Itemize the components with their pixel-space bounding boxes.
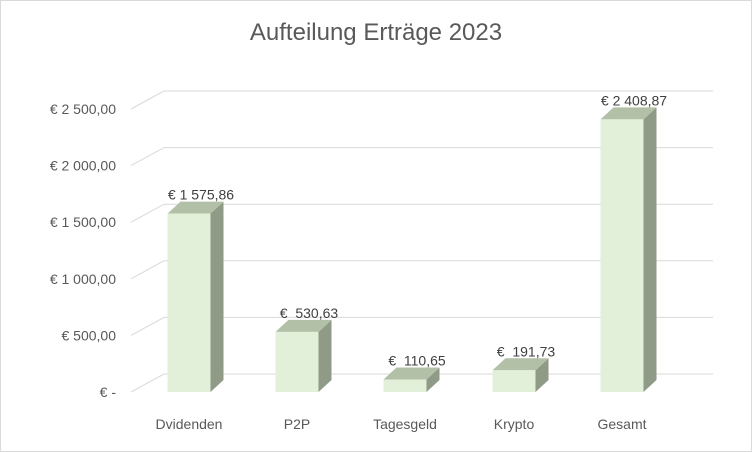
bar-side bbox=[535, 358, 549, 392]
bar-side bbox=[210, 201, 224, 392]
bar-top bbox=[600, 107, 657, 120]
category-label: Dvidenden bbox=[156, 416, 223, 432]
bar-front bbox=[167, 213, 211, 392]
data-labels: € 1 575,86 € 530,63 € 110,65 € 191,73 € 2 40… bbox=[168, 92, 667, 368]
bar bbox=[492, 358, 549, 392]
category-label: Krypto bbox=[494, 416, 535, 432]
bar bbox=[600, 107, 657, 392]
y-tick-label: € - bbox=[100, 384, 117, 400]
bar-top bbox=[492, 358, 549, 371]
category-label: Tagesgeld bbox=[373, 416, 437, 432]
category-label: Gesamt bbox=[597, 416, 646, 432]
bar-front bbox=[275, 331, 319, 392]
bar-front bbox=[383, 379, 427, 392]
y-tick-label: € 2 500,00 bbox=[50, 101, 116, 117]
bar-top bbox=[275, 319, 332, 332]
category-label: P2P bbox=[284, 416, 310, 432]
data-label: € 2 408,87 bbox=[601, 92, 667, 108]
bar-top bbox=[167, 201, 224, 214]
chart-title: Aufteilung Erträge 2023 bbox=[249, 19, 503, 46]
bar-side bbox=[318, 319, 332, 392]
gridline bbox=[130, 203, 713, 223]
bar-side bbox=[643, 107, 657, 392]
bar-front bbox=[600, 119, 644, 392]
y-tick-label: € 1 000,00 bbox=[50, 271, 116, 287]
y-tick-label: € 500,00 bbox=[62, 327, 117, 343]
gridline bbox=[130, 147, 713, 167]
bar bbox=[275, 319, 332, 392]
bar-side bbox=[426, 367, 440, 392]
y-axis-tick-labels: € - € 500,00 € 1 000,00 € 1 500,00 € 2 000,0… bbox=[50, 101, 117, 400]
y-tick-label: € 2 000,00 bbox=[50, 158, 116, 174]
data-label: € 1 575,86 bbox=[168, 187, 234, 203]
bar bbox=[383, 367, 440, 392]
bar-top bbox=[383, 367, 440, 380]
bar bbox=[167, 201, 224, 392]
gridline bbox=[130, 260, 713, 280]
gridline bbox=[130, 316, 713, 336]
bar-front bbox=[492, 370, 536, 392]
grid-layer bbox=[130, 90, 713, 393]
bars bbox=[167, 107, 657, 392]
gridline bbox=[130, 90, 713, 110]
category-labels: Dvidenden P2P Tagesgeld Krypto Gesamt bbox=[156, 416, 647, 432]
data-label: € 110,65 bbox=[388, 352, 446, 368]
data-label: € 191,73 bbox=[497, 343, 556, 359]
data-label: € 530,63 bbox=[280, 305, 339, 321]
y-tick-label: € 1 500,00 bbox=[50, 214, 116, 230]
